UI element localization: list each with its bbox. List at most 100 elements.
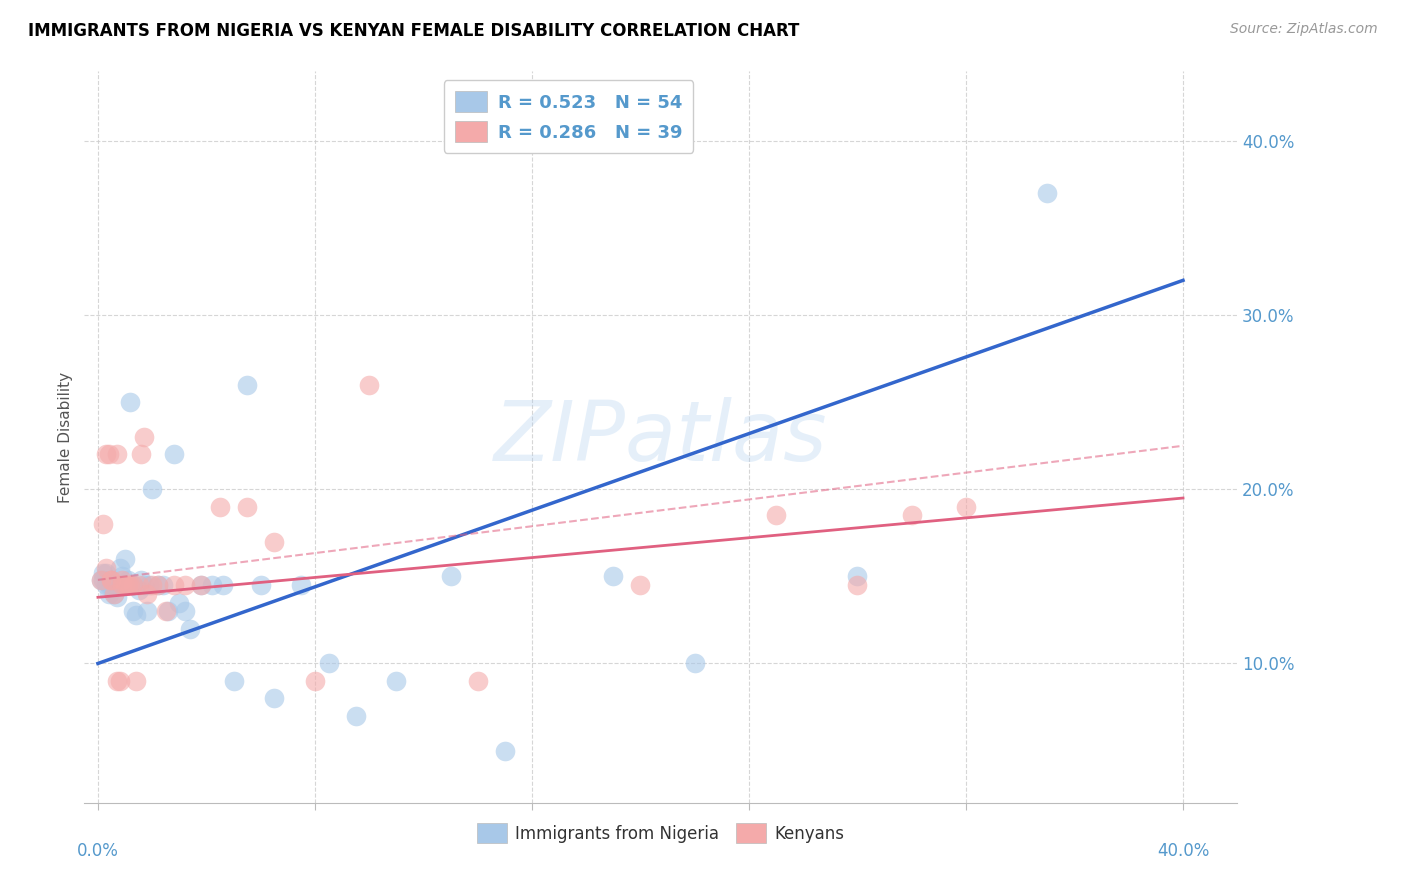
Point [94,448,117,462]
Point [602,569,624,583]
Point [125,673,148,688]
Point [105,448,128,462]
Point [103,587,125,601]
Point [120,578,142,592]
Point [111,573,134,587]
Point [94,560,117,574]
Point [125,607,148,622]
Point [141,483,163,497]
Point [138,578,160,592]
Point [190,578,212,592]
Point [467,673,489,688]
Point [179,622,201,636]
Point [128,583,150,598]
Point [120,395,142,409]
Legend: Immigrants from Nigeria, Kenyans: Immigrants from Nigeria, Kenyans [471,817,851,849]
Point [439,569,461,583]
Text: IMMIGRANTS FROM NIGERIA VS KENYAN FEMALE DISABILITY CORRELATION CHART: IMMIGRANTS FROM NIGERIA VS KENYAN FEMALE… [28,22,800,40]
Point [169,595,191,609]
Point [155,604,177,618]
Point [90,573,112,587]
Point [163,448,186,462]
Point [900,508,922,523]
Point [157,604,180,618]
Point [263,534,285,549]
Point [100,573,122,587]
Point [132,430,155,444]
Point [236,377,259,392]
Point [97,587,120,601]
Point [108,673,131,688]
Point [105,591,128,605]
Point [146,578,169,592]
Point [249,578,271,592]
Point [955,500,977,514]
Point [90,573,112,587]
Text: 0.0%: 0.0% [77,842,120,860]
Point [163,578,186,592]
Point [683,657,706,671]
Point [1036,186,1059,201]
Y-axis label: Female Disability: Female Disability [58,371,73,503]
Point [100,573,122,587]
Point [103,578,125,592]
Point [128,578,150,592]
Point [211,578,233,592]
Point [93,566,115,580]
Point [318,657,340,671]
Point [93,573,115,587]
Point [359,377,381,392]
Point [630,578,652,592]
Point [105,578,128,592]
Point [117,573,139,587]
Point [173,604,195,618]
Point [385,673,408,688]
Point [173,578,195,592]
Point [100,578,122,592]
Point [135,587,157,601]
Point [105,673,128,688]
Point [152,578,174,592]
Point [111,578,134,592]
Point [114,578,136,592]
Point [122,578,145,592]
Point [208,500,231,514]
Point [290,578,312,592]
Point [111,569,134,583]
Text: 40.0%: 40.0% [1157,842,1209,860]
Point [108,578,131,592]
Point [114,552,136,566]
Point [117,578,139,592]
Point [131,573,153,587]
Point [122,578,145,592]
Point [100,573,122,587]
Point [114,578,136,592]
Point [93,517,115,532]
Point [117,578,139,592]
Point [135,604,157,618]
Point [494,743,516,757]
Point [131,448,153,462]
Text: Source: ZipAtlas.com: Source: ZipAtlas.com [1230,22,1378,37]
Point [94,566,117,580]
Point [304,673,326,688]
Text: ZIPatlas: ZIPatlas [494,397,828,477]
Point [146,578,169,592]
Point [846,578,869,592]
Point [201,578,224,592]
Point [765,508,787,523]
Point [190,578,212,592]
Point [344,708,367,723]
Point [108,560,131,574]
Point [222,673,245,688]
Point [132,578,155,592]
Point [236,500,259,514]
Point [846,569,869,583]
Point [97,578,120,592]
Point [122,604,145,618]
Point [103,587,125,601]
Point [141,578,163,592]
Point [97,448,120,462]
Point [94,578,117,592]
Point [263,691,285,706]
